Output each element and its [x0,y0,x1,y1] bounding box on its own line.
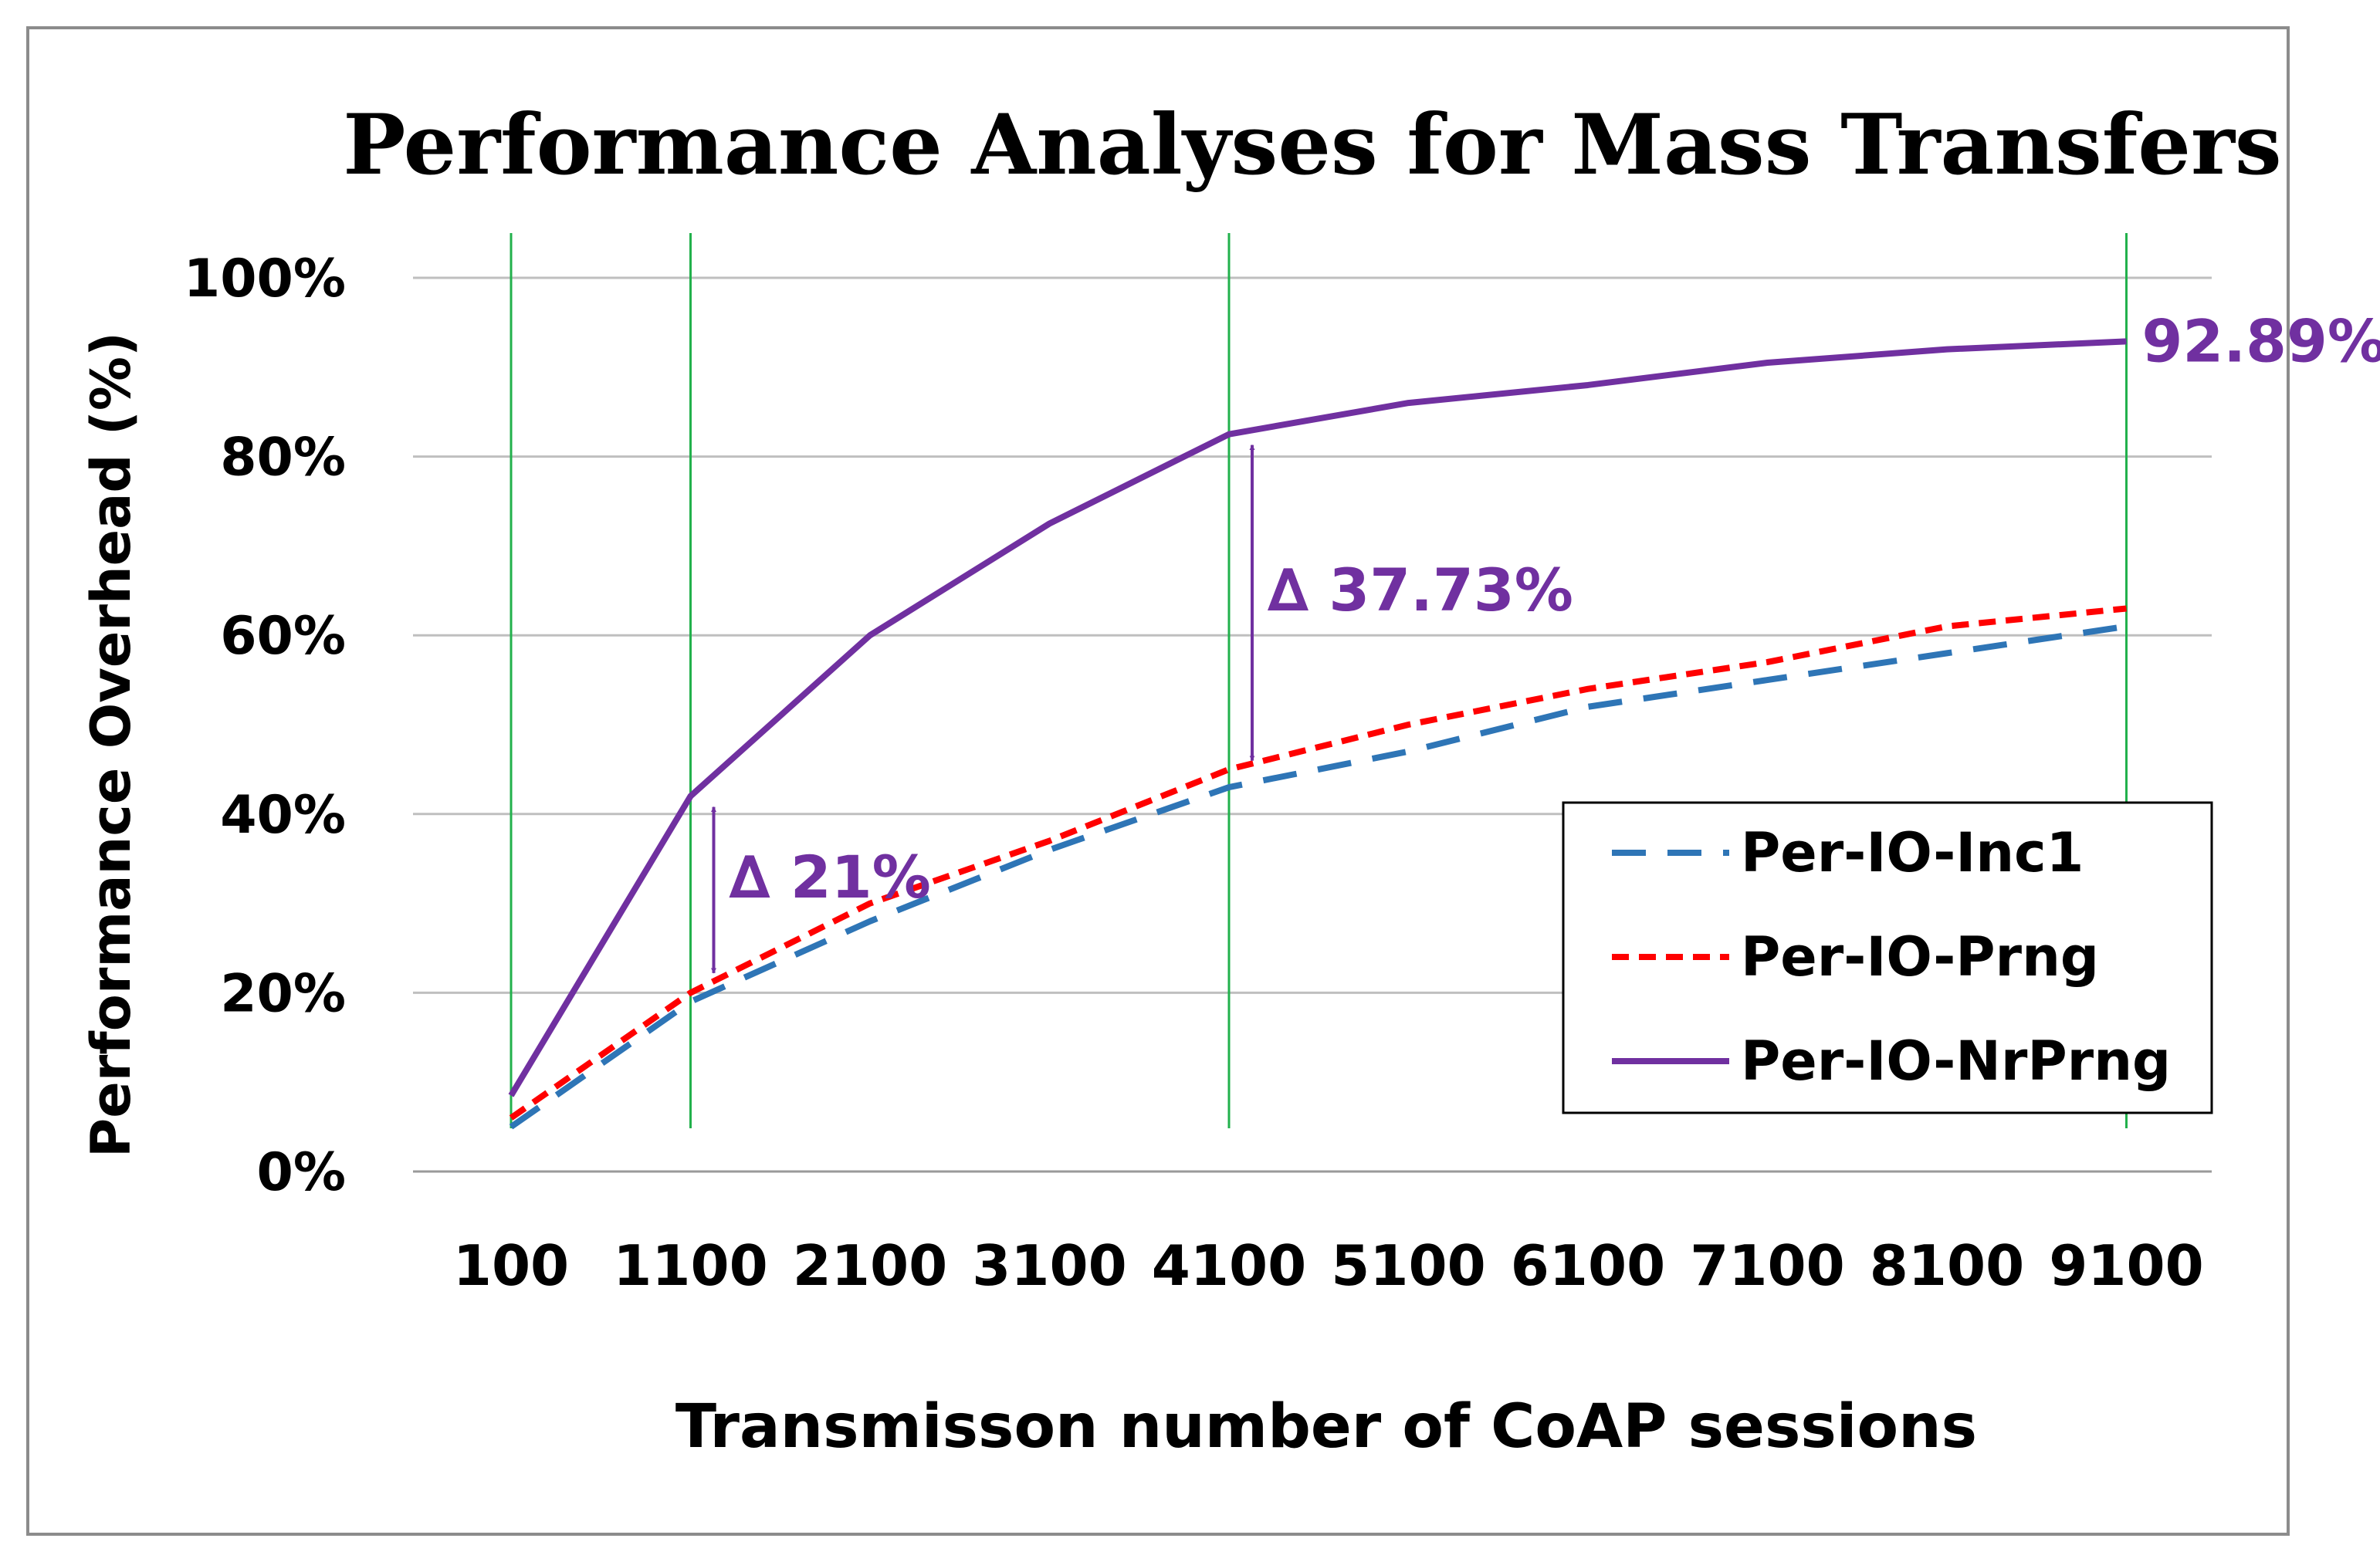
y-axis-ticks: 0% 20% 40% 60% 80% 100% [184,248,346,1203]
x-tick-label: 5100 [1331,1233,1485,1298]
series-line-Per-IO-Prng [509,605,2127,1121]
x-tick-label: 6100 [1511,1233,1665,1298]
annotation-endpoint-label: 92.89% [2142,306,2380,375]
x-tick-label: 1100 [613,1233,767,1298]
series-line-Per-IO-NrPrng [508,338,2127,1097]
annotations: 92.89% ∆ 37.73% ∆ 21% [711,306,2380,974]
y-tick-label: 40% [220,785,346,846]
y-tick-label: 0% [257,1142,346,1203]
y-tick-label: 100% [184,248,346,309]
y-axis-label: Performance Overhead (%) [80,332,143,1158]
legend-label: Per-IO-Prng [1741,925,2099,989]
x-tick-label: 7100 [1690,1233,1844,1298]
series-line-Per-IO-Inc1 [509,623,2128,1130]
x-tick-label: 100 [453,1233,569,1298]
annotation-delta-label: ∆ 37.73% [1268,556,1573,624]
legend-label: Per-IO-NrPrng [1741,1030,2171,1093]
chart-title: Performance Analyses for Mass Transfers [343,96,2281,194]
x-tick-label: 8100 [1870,1233,2024,1298]
x-tick-label: 4100 [1152,1233,1306,1298]
y-tick-label: 80% [220,428,346,489]
y-tick-label: 20% [220,963,346,1024]
series-lines [508,338,2128,1130]
legend-label: Per-IO-Inc1 [1741,821,2084,884]
x-tick-label: 3100 [972,1233,1126,1298]
annotation-delta-label: ∆ 21% [730,843,931,911]
x-axis-label: Transmisson number of CoAP sessions [675,1392,1977,1462]
legend: Per-IO-Inc1 Per-IO-Prng Per-IO-NrPrng [1562,801,2213,1114]
x-tick-label: 9100 [2049,1233,2203,1298]
y-tick-label: 60% [220,606,346,667]
x-axis-ticks: 100 1100 2100 3100 4100 5100 6100 7100 8100 9100 [453,1233,2204,1298]
highlight-lines [510,233,2128,1128]
x-tick-label: 2100 [793,1233,947,1298]
